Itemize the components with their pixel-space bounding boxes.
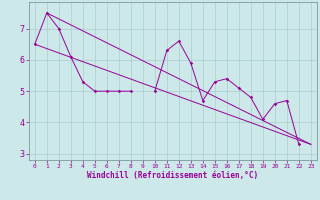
X-axis label: Windchill (Refroidissement éolien,°C): Windchill (Refroidissement éolien,°C) [87,171,258,180]
